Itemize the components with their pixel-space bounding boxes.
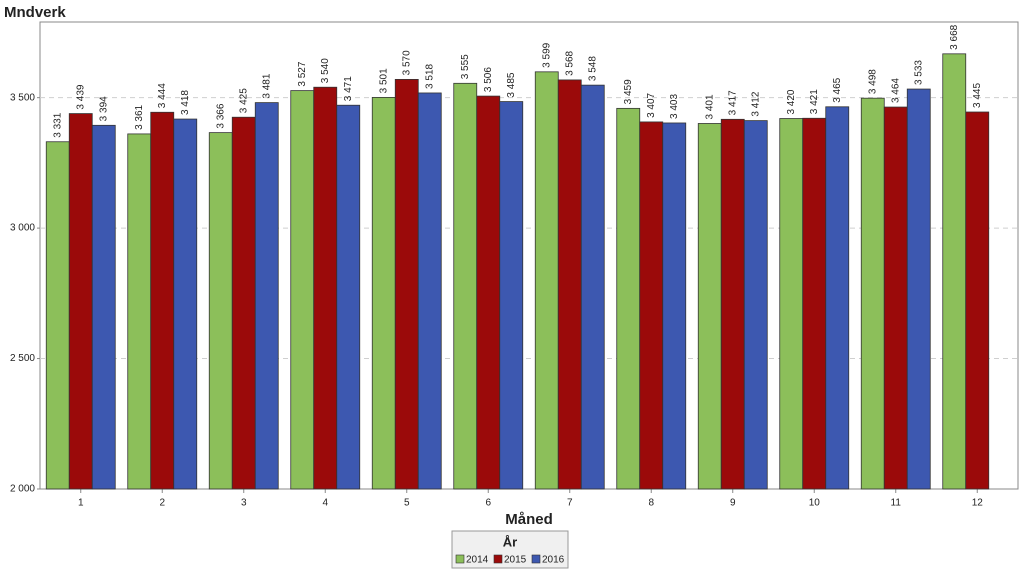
data-label: 3 459 (623, 79, 634, 104)
bar (313, 86, 338, 490)
bar (476, 95, 501, 490)
data-label: 3 533 (913, 60, 924, 85)
bar (417, 92, 442, 490)
bar (743, 120, 768, 490)
bar (616, 107, 641, 490)
data-label: 3 668 (949, 24, 960, 49)
data-label: 3 570 (401, 50, 412, 75)
data-label: 3 418 (180, 90, 191, 115)
bar (720, 118, 745, 490)
data-label: 3 465 (832, 77, 843, 102)
bar (499, 101, 524, 490)
chart-title: Mndverk (4, 4, 66, 21)
data-label: 3 498 (867, 69, 878, 94)
data-label: 3 361 (134, 104, 145, 129)
bar (906, 88, 931, 490)
y-tick-label: 2 000 (10, 484, 35, 495)
legend-label: 2016 (542, 555, 565, 566)
data-label: 3 481 (261, 73, 272, 98)
bar (883, 106, 908, 490)
data-label: 3 420 (786, 89, 797, 114)
data-label: 3 540 (320, 58, 331, 83)
bar (860, 97, 885, 490)
bar (534, 71, 559, 490)
bar (802, 117, 827, 490)
x-tick-label: 2 (159, 498, 165, 509)
data-label: 3 599 (541, 42, 552, 67)
bar (68, 113, 93, 490)
y-tick-label: 2 500 (10, 353, 35, 364)
bar (779, 118, 804, 490)
x-tick-label: 12 (972, 498, 984, 509)
data-label: 3 444 (157, 83, 168, 108)
data-label: 3 394 (98, 96, 109, 121)
bar (639, 121, 664, 490)
x-tick-label: 9 (730, 498, 736, 509)
bar (150, 111, 175, 490)
bar (290, 90, 315, 490)
bar (453, 82, 478, 490)
bar (662, 122, 687, 490)
data-label: 3 501 (378, 68, 389, 93)
data-label: 3 555 (460, 54, 471, 79)
bar (394, 78, 419, 490)
bar (254, 102, 279, 490)
data-label: 3 421 (809, 89, 820, 114)
data-label: 3 412 (750, 91, 761, 116)
bar (231, 116, 256, 490)
bar (127, 133, 152, 490)
x-tick-label: 6 (485, 498, 491, 509)
bar (208, 132, 233, 490)
data-label: 3 518 (424, 64, 435, 89)
data-label: 3 471 (343, 76, 354, 101)
bar (697, 123, 722, 490)
plot-area (39, 21, 1019, 490)
data-label: 3 485 (506, 72, 517, 97)
legend-box (451, 530, 569, 569)
x-tick-label: 4 (322, 498, 328, 509)
legend-title: År (503, 534, 517, 549)
bar (45, 141, 70, 490)
bar (371, 96, 396, 490)
data-label: 3 407 (646, 92, 657, 117)
data-label: 3 548 (587, 56, 598, 81)
x-axis-label: Måned (505, 511, 553, 528)
data-label: 3 366 (215, 103, 226, 128)
x-tick-label: 3 (241, 498, 247, 509)
x-tick-label: 7 (567, 498, 573, 509)
data-label: 3 417 (727, 90, 738, 115)
bar (557, 79, 582, 490)
data-label: 3 527 (297, 61, 308, 86)
data-label: 3 568 (564, 50, 575, 75)
data-label: 3 331 (52, 112, 63, 137)
data-label: 3 506 (483, 67, 494, 92)
bar (942, 53, 967, 490)
legend-label: 2014 (466, 555, 489, 566)
x-tick-label: 11 (891, 498, 902, 509)
x-tick-label: 10 (809, 498, 821, 509)
data-label: 3 445 (972, 83, 983, 108)
bar (91, 124, 116, 490)
y-tick-label: 3 000 (10, 223, 35, 234)
x-tick-label: 8 (648, 498, 654, 509)
bar (336, 104, 361, 490)
x-tick-label: 1 (78, 498, 84, 509)
x-tick-label: 5 (404, 498, 410, 509)
data-label: 3 401 (704, 94, 715, 119)
data-label: 3 439 (75, 84, 86, 109)
bar (173, 118, 198, 490)
data-label: 3 425 (238, 88, 249, 113)
legend-label: 2015 (504, 555, 527, 566)
legend-swatch (531, 554, 541, 564)
legend-swatch (493, 554, 503, 564)
legend-swatch (455, 554, 465, 564)
data-label: 3 403 (669, 94, 680, 119)
bar (965, 111, 990, 490)
bar (580, 84, 605, 490)
data-label: 3 464 (890, 78, 901, 103)
bar (825, 106, 850, 490)
y-tick-label: 3 500 (10, 92, 35, 103)
